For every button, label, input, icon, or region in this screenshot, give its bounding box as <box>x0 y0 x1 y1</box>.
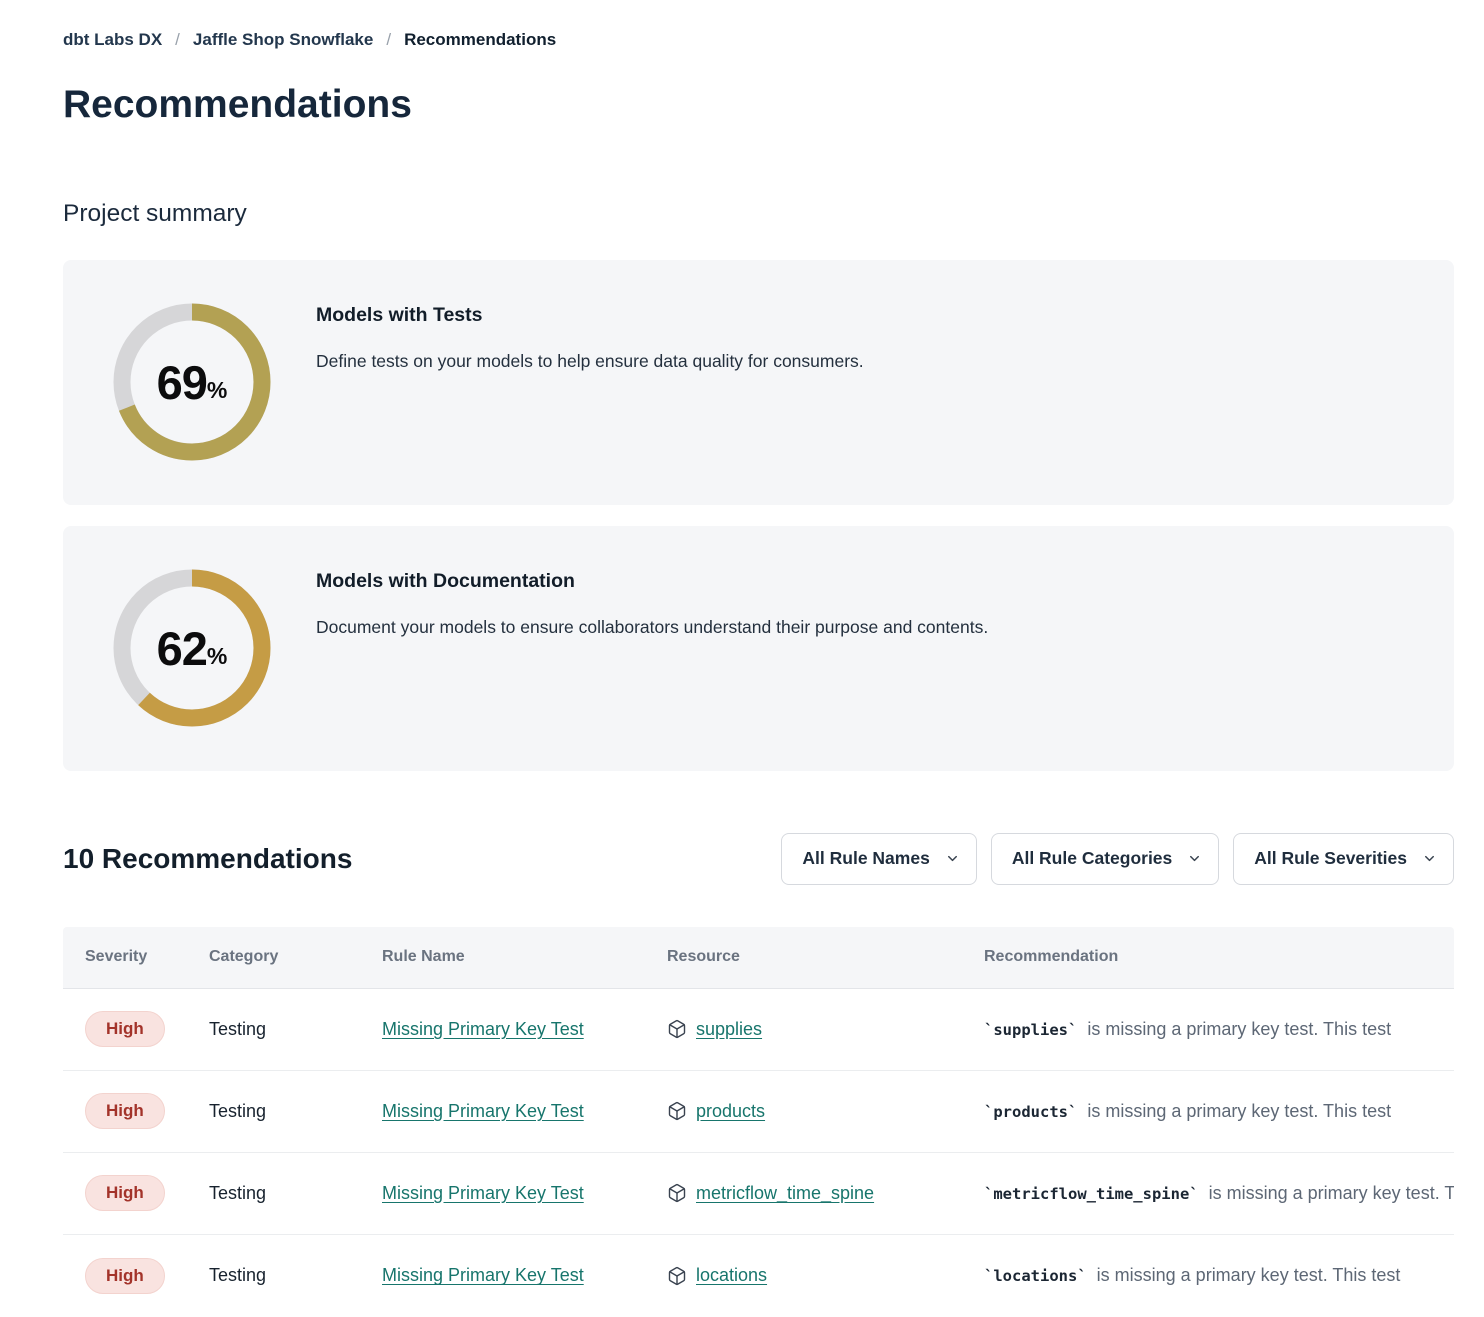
donut-ring-icon <box>113 303 271 461</box>
recommendation-cell: `products` is missing a primary key test… <box>984 1101 1454 1122</box>
severity-badge: High <box>85 1011 165 1048</box>
donut-percent-label: 69% <box>108 298 276 466</box>
category-cell: Testing <box>209 1265 267 1286</box>
breadcrumb-current: Recommendations <box>404 30 557 49</box>
filter-label: All Rule Names <box>802 848 930 869</box>
column-header-category: Category <box>209 948 279 966</box>
resource-code: `locations` <box>984 1267 1087 1286</box>
model-cube-icon <box>668 1020 686 1039</box>
chevron-down-icon <box>1425 856 1434 862</box>
chevron-down-icon <box>947 856 957 862</box>
filter-rule-severities-dropdown[interactable]: All Rule Severities <box>1233 832 1454 885</box>
table-row: High Testing Missing Primary Key Test su… <box>63 988 1454 1071</box>
table-header-row: Severity Category Rule Name Resource Rec… <box>63 926 1454 989</box>
model-cube-icon <box>668 1266 686 1285</box>
chevron-down-icon <box>1190 856 1200 862</box>
recommendation-cell: `supplies` is missing a primary key test… <box>984 1019 1454 1040</box>
resource-link[interactable]: locations <box>696 1265 768 1286</box>
breadcrumb: dbt Labs DX / Jaffle Shop Snowflake / Re… <box>63 30 1453 50</box>
percent-sign: % <box>206 376 228 403</box>
column-header-recommendation: Recommendation <box>984 948 1119 966</box>
filter-rule-categories-dropdown[interactable]: All Rule Categories <box>990 832 1220 885</box>
card-description: Document your models to ensure collabora… <box>316 616 989 637</box>
category-cell: Testing <box>209 1018 267 1039</box>
recommendation-cell: `locations` is missing a primary key tes… <box>984 1265 1454 1286</box>
breadcrumb-project[interactable]: Jaffle Shop Snowflake <box>192 30 374 49</box>
percent-value: 69 <box>156 355 208 409</box>
table-row: High Testing Missing Primary Key Test lo… <box>63 1234 1454 1317</box>
rule-name-link[interactable]: Missing Primary Key Test <box>382 1018 584 1039</box>
donut-chart-documentation: 62% <box>108 564 276 732</box>
summary-card-models-with-documentation: 62% Models with Documentation Document y… <box>63 525 1454 771</box>
table-row: High Testing Missing Primary Key Test me… <box>63 1152 1454 1235</box>
rule-name-link[interactable]: Missing Primary Key Test <box>382 1265 584 1286</box>
resource-link[interactable]: metricflow_time_spine <box>696 1182 875 1203</box>
recommendation-text: is missing a primary key test. This test <box>1096 1265 1401 1286</box>
rule-name-link[interactable]: Missing Primary Key Test <box>382 1100 584 1121</box>
project-summary-heading: Project summary <box>63 199 247 227</box>
card-title: Models with Documentation <box>316 569 575 592</box>
column-header-resource: Resource <box>667 948 740 966</box>
model-cube-icon <box>668 1184 686 1203</box>
percent-sign: % <box>206 642 228 669</box>
donut-ring-icon <box>113 569 271 727</box>
recommendation-text: is missing a primary key test. This test <box>1087 1100 1392 1121</box>
column-header-severity: Severity <box>85 948 148 966</box>
model-cube-icon <box>668 1102 686 1121</box>
resource-code: `supplies` <box>984 1020 1078 1039</box>
resource-code: `metricflow_time_spine` <box>984 1184 1199 1203</box>
resource-code: `products` <box>984 1102 1078 1121</box>
recommendations-header: 10 Recommendations All Rule Names All Ru… <box>63 832 1454 885</box>
category-cell: Testing <box>209 1100 267 1121</box>
donut-chart-tests: 69% <box>108 298 276 466</box>
category-cell: Testing <box>209 1182 267 1203</box>
resource-link[interactable]: products <box>696 1100 766 1121</box>
donut-percent-label: 62% <box>108 564 276 732</box>
card-description: Define tests on your models to help ensu… <box>316 350 864 371</box>
filter-rule-names-dropdown[interactable]: All Rule Names <box>781 832 977 885</box>
recommendations-table: Severity Category Rule Name Resource Rec… <box>63 926 1454 1317</box>
rule-name-link[interactable]: Missing Primary Key Test <box>382 1182 584 1203</box>
resource-link[interactable]: supplies <box>696 1018 763 1039</box>
recommendation-text: is missing a primary key test. This test <box>1087 1018 1392 1039</box>
filter-label: All Rule Severities <box>1254 848 1407 869</box>
recommendations-count-heading: 10 Recommendations <box>63 842 353 874</box>
card-copy: Models with Documentation Document your … <box>316 526 988 638</box>
breadcrumb-separator: / <box>175 30 180 49</box>
severity-badge: High <box>85 1093 165 1130</box>
card-title: Models with Tests <box>316 303 483 326</box>
recommendation-cell: `metricflow_time_spine` is missing a pri… <box>984 1183 1454 1204</box>
filter-bar: All Rule Names All Rule Categories All R… <box>767 832 1454 885</box>
breadcrumb-separator: / <box>386 30 392 49</box>
page-title: Recommendations <box>63 83 412 126</box>
column-header-rule-name: Rule Name <box>382 948 465 966</box>
recommendation-text: is missing a primary key test. This test <box>1208 1182 1454 1203</box>
table-row: High Testing Missing Primary Key Test pr… <box>63 1070 1454 1153</box>
severity-badge: High <box>85 1175 165 1212</box>
severity-badge: High <box>85 1257 165 1294</box>
summary-card-models-with-tests: 69% Models with Tests Define tests on yo… <box>63 259 1454 505</box>
percent-value: 62 <box>156 621 208 675</box>
filter-label: All Rule Categories <box>1011 848 1173 869</box>
breadcrumb-account[interactable]: dbt Labs DX <box>63 30 163 49</box>
card-copy: Models with Tests Define tests on your m… <box>316 260 864 372</box>
